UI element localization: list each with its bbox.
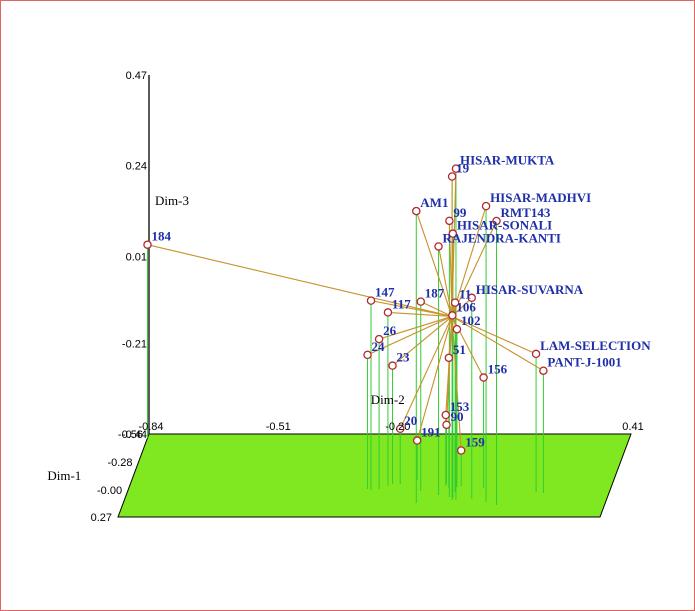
- point-label-hisar-sonali: HISAR-SONALI: [457, 218, 552, 233]
- point-hisar-madhvi: [481, 201, 491, 211]
- point-label-184: 184: [152, 229, 172, 244]
- point-label-hisar-suvarna: HISAR-SUVARNA: [476, 282, 584, 297]
- point-label-lam-selection: LAM-SELECTION: [540, 338, 651, 353]
- dim-2-tick-0-41: 0.41: [622, 421, 643, 433]
- dim-2-tick-0-51: -0.51: [266, 421, 291, 433]
- point-label-51: 51: [453, 342, 466, 357]
- point-19: [447, 172, 457, 181]
- vector-117: [387, 311, 453, 317]
- point-label-191: 191: [421, 425, 441, 440]
- vector-20: [399, 316, 453, 429]
- vector-23: [392, 315, 453, 367]
- point-102: [452, 324, 462, 334]
- dim-3-tick-0-44: -0.44: [122, 429, 147, 441]
- dim-3-tick-0-24: 0.24: [126, 161, 147, 173]
- dim-3-tick-0-21: -0.21: [122, 338, 147, 350]
- point-184: [143, 240, 152, 249]
- vector-184: [147, 244, 453, 317]
- dim-1-tick-0-27: 0.27: [91, 512, 112, 524]
- dim-3-tick-0-01: 0.01: [126, 251, 147, 263]
- point-hisar-mukta: [451, 164, 461, 173]
- vector-24: [367, 315, 453, 356]
- dim-1-axis-label: Dim-1: [47, 468, 81, 483]
- point-187: [416, 297, 426, 306]
- vector-rmt143: [451, 220, 498, 317]
- vector-187: [420, 301, 453, 317]
- floor-plane: [117, 433, 632, 518]
- point-label-am1: AM1: [420, 195, 448, 210]
- point-147: [366, 296, 376, 305]
- vector-159: [451, 316, 462, 451]
- point-label-24: 24: [372, 339, 386, 354]
- vector-191: [416, 316, 453, 441]
- point-153: [441, 410, 451, 420]
- point-label-99: 99: [453, 205, 467, 220]
- point-label-187: 187: [425, 286, 445, 301]
- point-am1: [412, 206, 421, 216]
- point-23: [388, 361, 397, 370]
- point-191: [412, 436, 422, 445]
- dim-1-tick-0-56: -0.56: [118, 429, 143, 441]
- dim-3-axis-label: Dim-3: [155, 193, 189, 208]
- dim-2-tick-0-20: -0.20: [385, 421, 410, 433]
- dim-2-tick-0-84: -0.84: [138, 421, 163, 433]
- point-24: [363, 350, 372, 360]
- dim-2-axis-label: Dim-2: [371, 392, 405, 407]
- dim-1-tick-0-00: -0.00: [97, 485, 122, 497]
- point-pant-j-1001: [539, 366, 548, 375]
- point-label-153: 153: [450, 399, 470, 414]
- point-label-rajendra-kanti: RAJENDRA-KANTI: [443, 230, 561, 245]
- point-label-rmt143: RMT143: [501, 205, 551, 220]
- point-label-102: 102: [461, 313, 481, 328]
- point-label-156: 156: [488, 362, 508, 377]
- point-label-11: 11: [459, 287, 471, 302]
- point-label-23: 23: [397, 350, 411, 365]
- vector-hisar-madhvi: [451, 205, 487, 317]
- point-lam-selection: [531, 349, 541, 359]
- point-159: [456, 446, 466, 455]
- point-label-147: 147: [375, 285, 395, 300]
- vector-rajendra-kanti: [438, 246, 453, 317]
- vector-lam-selection: [451, 315, 537, 355]
- vector-26: [378, 315, 453, 340]
- vector-pant-j-1001: [451, 315, 544, 372]
- vector-147: [370, 300, 453, 317]
- point-90: [442, 420, 451, 430]
- vector-90: [445, 316, 453, 425]
- point-156: [479, 373, 488, 382]
- point-label-19: 19: [456, 161, 470, 176]
- point-label-106: 106: [456, 299, 476, 314]
- vector-am1: [415, 210, 453, 317]
- point-hisar-sonali: [448, 229, 458, 238]
- point-label-90: 90: [451, 409, 464, 424]
- point-label-117: 117: [392, 296, 411, 311]
- point-label-hisar-mukta: HISAR-MUKTA: [460, 153, 555, 168]
- point-106: [448, 311, 457, 320]
- point-20: [395, 424, 405, 434]
- point-label-20: 20: [404, 413, 417, 428]
- point-rajendra-kanti: [434, 242, 443, 251]
- point-hisar-suvarna: [467, 293, 477, 303]
- point-label-26: 26: [383, 323, 397, 338]
- point-label-159: 159: [465, 434, 485, 449]
- dim-1-tick-0-28: -0.28: [107, 457, 132, 469]
- point-rmt143: [492, 216, 501, 226]
- point-11: [450, 298, 460, 307]
- point-117: [383, 308, 393, 317]
- point-label-hisar-madhvi: HISAR-MADHVI: [490, 190, 591, 205]
- dim-3-tick-0-47: 0.47: [126, 70, 147, 82]
- point-51: [444, 353, 454, 363]
- point-26: [374, 334, 384, 344]
- point-99: [445, 216, 454, 226]
- point-label-pant-j-1001: PANT-J-1001: [547, 355, 621, 370]
